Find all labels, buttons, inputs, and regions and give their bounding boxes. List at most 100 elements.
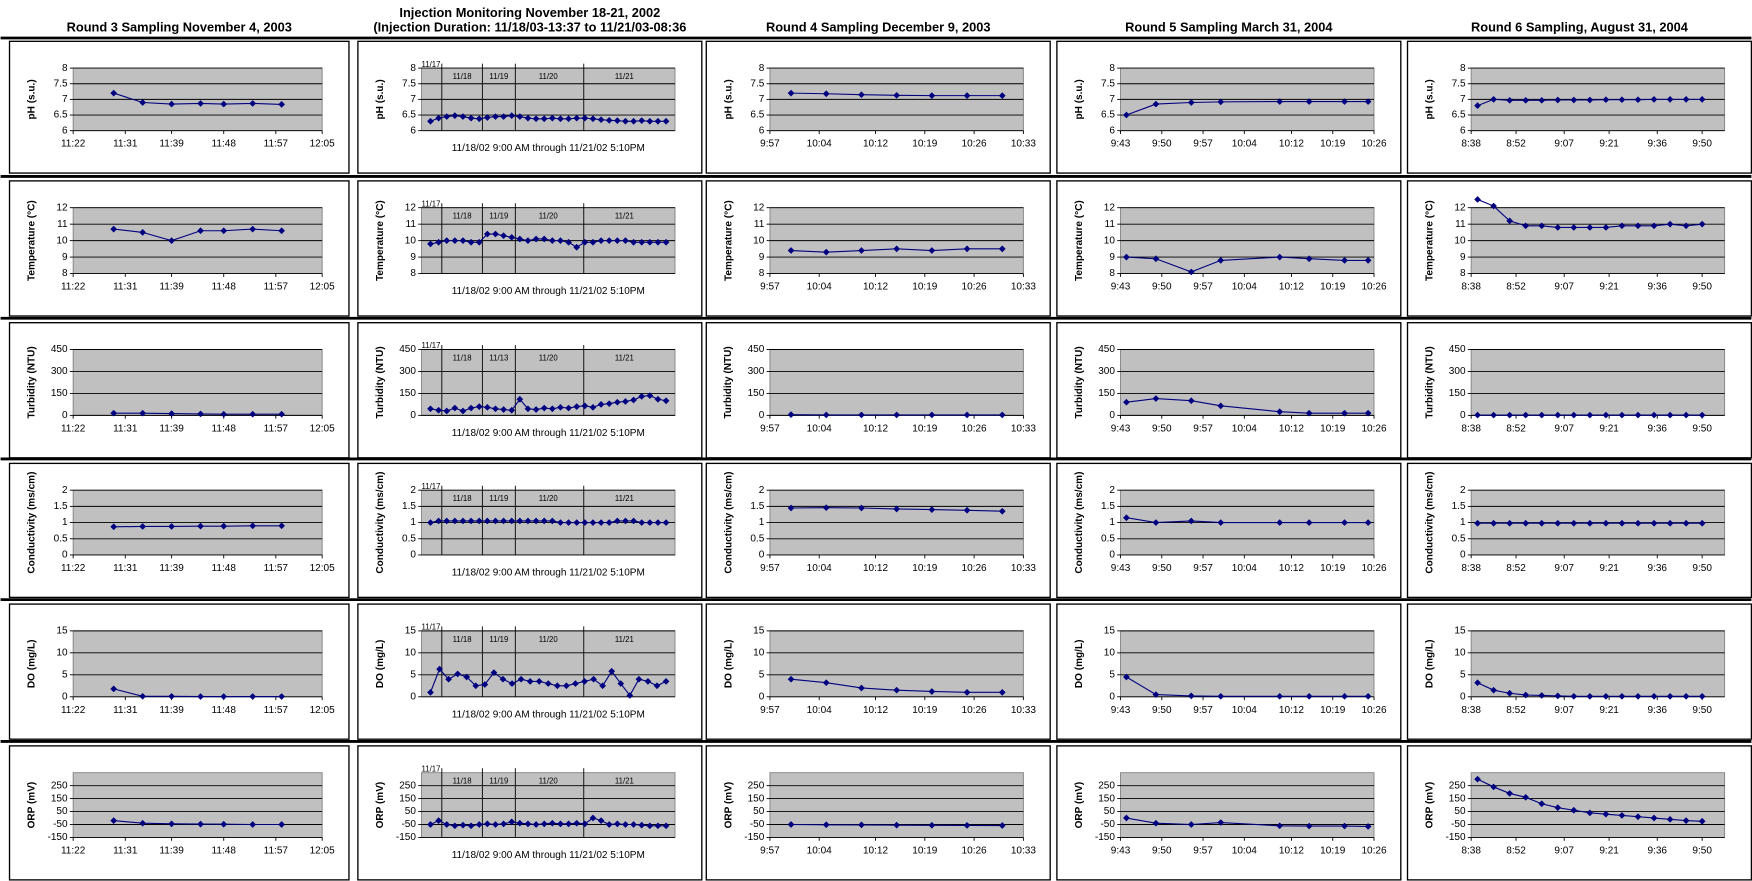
- x-tick-label: 9:50: [1692, 139, 1712, 150]
- y-tick-label: 2: [410, 485, 416, 496]
- x-tick-label: 10:33: [1011, 423, 1037, 434]
- data-point: [613, 820, 621, 828]
- data-point: [1522, 793, 1530, 801]
- x-tick-label: 11:48: [212, 282, 237, 293]
- y-tick-label: 0: [62, 550, 68, 561]
- data-point: [249, 821, 257, 828]
- data-line: [1126, 256, 1369, 273]
- data-point: [516, 517, 524, 525]
- data-point: [1187, 517, 1195, 525]
- y-axis-label: pH (s.u.): [375, 79, 386, 119]
- x-tick-label: 10:33: [1011, 846, 1037, 857]
- y-tick-label: 6: [410, 125, 416, 136]
- y-tick-label: 15: [405, 626, 417, 637]
- y-tick-label: 9: [62, 252, 68, 263]
- data-point: [557, 519, 564, 526]
- data-point: [858, 504, 865, 512]
- x-tick-label: 10:33: [1011, 282, 1037, 293]
- y-tick-label: 250: [1098, 780, 1115, 791]
- data-point: [472, 682, 480, 690]
- x-tick-label: 9:57: [760, 282, 780, 293]
- data-point: [1570, 519, 1578, 527]
- y-tick-label: 1: [62, 517, 68, 528]
- x-tick-label: 10:19: [1320, 139, 1346, 150]
- x-tick-label: 10:19: [912, 423, 938, 434]
- x-tick-label: 11:22: [61, 423, 86, 434]
- data-point: [1554, 804, 1562, 812]
- annotation: 11/17: [422, 199, 441, 208]
- plot-area: [1120, 772, 1375, 838]
- y-axis-label: pH (s.u.): [27, 79, 38, 119]
- data-point: [500, 517, 507, 525]
- x-tick-label: 9:21: [1599, 139, 1619, 150]
- x-axis-label: 11/18/02 9:00 AM through 11/21/02 5:10PM: [452, 567, 645, 578]
- y-axis-label: DO (mg/L): [723, 640, 734, 688]
- data-point: [540, 404, 548, 412]
- data-point: [1187, 692, 1195, 700]
- data-point: [1634, 813, 1642, 821]
- plot-area: [1470, 630, 1726, 698]
- y-tick-label: 10: [1454, 647, 1466, 658]
- plot-area: [72, 630, 323, 698]
- x-tick-label: 9:21: [1599, 423, 1619, 434]
- data-point: [1682, 222, 1690, 230]
- y-tick-label: 10: [1104, 235, 1116, 246]
- plot-area: [769, 630, 1024, 698]
- data-point: [573, 519, 581, 526]
- data-point: [1152, 395, 1160, 402]
- data-point: [787, 675, 795, 683]
- data-point: [1305, 692, 1313, 700]
- x-tick-label: 9:57: [1193, 139, 1213, 150]
- x-tick-label: 11:39: [159, 139, 184, 150]
- data-point: [1522, 222, 1530, 230]
- data-point: [787, 504, 795, 512]
- annotation: 11/19: [489, 212, 508, 221]
- data-point: [483, 820, 491, 828]
- annotation: 11/20: [539, 494, 559, 503]
- x-tick-label: 10:26: [1361, 423, 1387, 434]
- data-point: [998, 507, 1006, 515]
- y-tick-label: 1: [410, 517, 416, 528]
- data-point: [467, 404, 475, 412]
- data-point: [1490, 96, 1497, 103]
- data-point: [622, 117, 629, 125]
- data-point: [110, 89, 118, 97]
- data-point: [1698, 220, 1706, 228]
- x-tick-label: 8:52: [1506, 423, 1526, 434]
- y-axis-label: Turbidity (NTU): [1074, 346, 1085, 418]
- x-tick-label: 11:22: [61, 563, 86, 574]
- y-tick-label: 12: [1454, 202, 1466, 213]
- y-axis-label: DO (mg/L): [1424, 640, 1435, 688]
- data-point: [1187, 268, 1195, 276]
- x-tick-label: 9:43: [1111, 705, 1131, 716]
- x-tick-label: 9:57: [760, 846, 780, 857]
- x-tick-label: 11:57: [264, 563, 289, 574]
- y-tick-label: 0: [1460, 410, 1466, 421]
- data-point: [1554, 692, 1562, 700]
- x-tick-label: 12:05: [310, 139, 336, 150]
- data-point: [249, 410, 257, 418]
- data-point: [524, 517, 532, 525]
- y-tick-label: 1.5: [54, 501, 68, 512]
- y-tick-label: 150: [399, 793, 416, 804]
- data-point: [653, 682, 661, 690]
- data-point: [197, 693, 204, 700]
- data-point: [630, 396, 637, 404]
- x-tick-label: 9:57: [1193, 563, 1213, 574]
- x-tick-label: 10:26: [962, 139, 988, 150]
- data-point: [1586, 519, 1594, 527]
- x-tick-label: 12:05: [310, 563, 336, 574]
- data-point: [1586, 224, 1594, 231]
- data-point: [1123, 814, 1130, 822]
- data-point: [1305, 822, 1313, 830]
- y-tick-label: 450: [1449, 344, 1466, 355]
- y-tick-label: 9: [1460, 252, 1466, 263]
- data-point: [1618, 812, 1626, 819]
- x-tick-label: 9:21: [1599, 282, 1619, 293]
- x-tick-label: 12:05: [310, 282, 336, 293]
- data-point: [646, 117, 654, 125]
- x-tick-label: 10:04: [1232, 846, 1258, 857]
- data-point: [654, 117, 662, 125]
- data-point: [110, 225, 118, 233]
- x-tick-label: 10:26: [1361, 563, 1387, 574]
